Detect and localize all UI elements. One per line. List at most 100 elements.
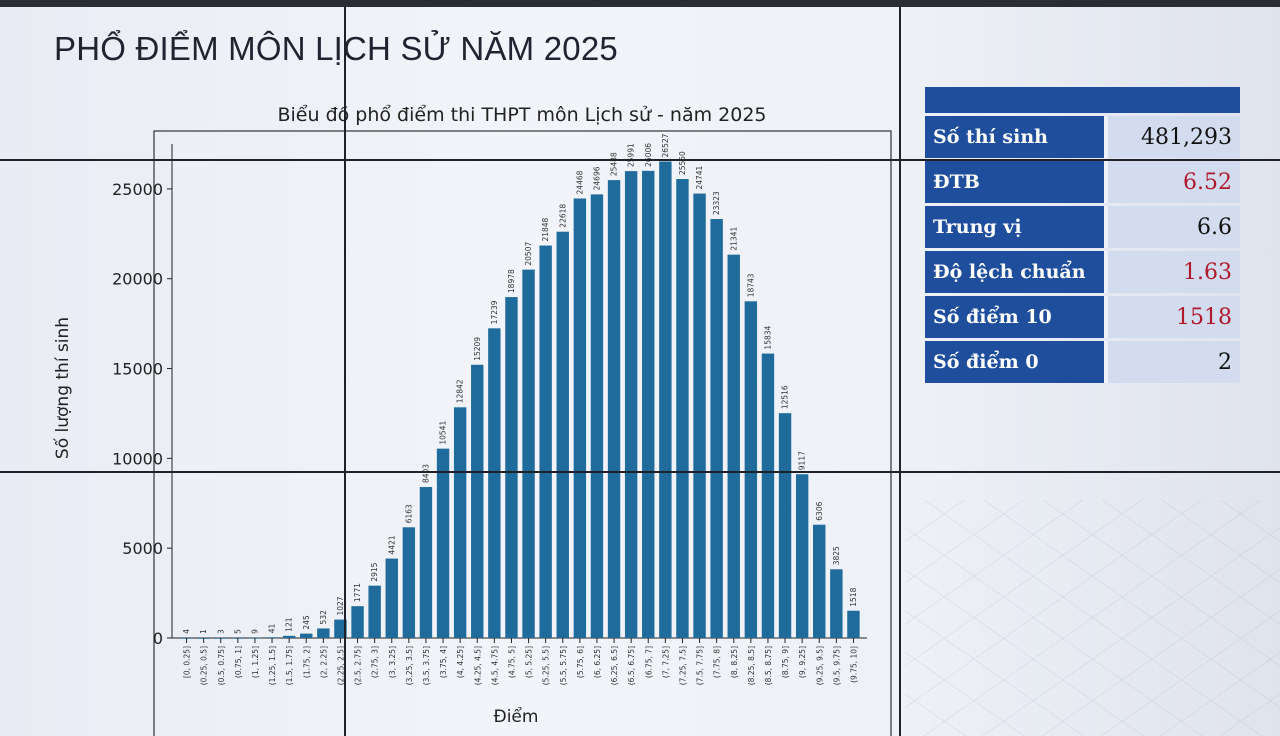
bar-value-label: 24468 [575,170,584,194]
bar-value-label: 10541 [439,421,448,445]
bar [419,487,433,638]
bar-value-label: 6306 [815,501,824,520]
x-tick-label: (2.25, 2.5] [336,646,345,685]
bar-value-label: 1027 [336,596,345,615]
header-cell-left [925,87,1108,113]
bar-value-label: 21341 [729,227,738,251]
x-tick-label: (1.75, 2] [302,646,311,678]
bar [727,254,740,638]
stat-row-average: ĐTB 6.52 [925,161,1240,203]
stat-value: 6.6 [1108,206,1240,248]
bar-value-label: 9 [250,629,259,634]
x-tick-label: (1, 1.25] [251,646,260,678]
x-tick-label: (2.5, 2.75] [354,646,363,685]
x-tick-label: (9, 9.25] [798,646,807,678]
stat-label: Số thí sinh [925,116,1108,158]
bar [282,635,296,638]
bar-value-label: 8403 [421,464,430,483]
bar-value-label: 5 [233,629,242,634]
bar-value-label: 22618 [558,204,567,228]
top-bezel [0,0,1280,7]
bar [830,569,843,638]
x-tick-label: (8.75, 9] [781,646,790,678]
bar-value-label: 3825 [832,546,841,565]
bar [488,328,501,638]
stat-label: Số điểm 0 [925,341,1108,383]
page-title: PHỔ ĐIỂM MÔN LỊCH SỬ NĂM 2025 [54,30,618,67]
bar [624,171,638,639]
bar-value-label: 3 [216,629,225,634]
screen-seam-vertical [344,7,346,736]
bar [761,353,775,638]
bar-value-label: 15209 [473,337,482,361]
bar [778,413,792,638]
bar-value-label: 2915 [370,562,379,581]
screen-seam-horizontal [0,159,1280,161]
bar [265,637,279,639]
x-tick-label: (4.75, 5] [507,646,516,678]
bar-value-label: 25991 [627,143,636,167]
stat-value: 2 [1108,341,1240,383]
bar [847,610,860,638]
x-tick-label: (6, 6.25] [593,646,602,678]
x-tick-label: (0.5, 0.75] [217,646,226,685]
bar-value-label: 9117 [798,451,807,470]
bar [471,364,484,638]
x-tick-label: (5.5, 5.75] [559,646,568,685]
bar-value-label: 532 [319,610,328,625]
statistics-table-header [925,87,1240,113]
stat-label: ĐTB [925,161,1108,203]
score-distribution-chart: Biểu đồ phổ điểm thi THPT môn Lịch sử - … [52,104,892,736]
header-cell-right [1108,87,1240,113]
x-tick-label: (0.75, 1] [234,646,243,678]
bar-value-label: 4 [182,629,191,634]
bar [368,585,381,638]
x-tick-label: (0.25, 0.5] [200,646,209,685]
y-tick-label: 5000 [122,539,163,558]
x-tick-label: (3, 3.25] [388,646,397,678]
x-tick-label: (5.75, 6] [576,646,585,678]
stat-value: 481,293 [1108,116,1240,158]
x-axis-label: Điểm [494,706,539,727]
bar [676,179,689,638]
bar-value-label: 25488 [610,152,619,176]
y-tick-label: 0 [153,629,163,648]
x-tick-label: (9.25, 9.5] [815,646,824,685]
x-tick-label: (6.5, 6.75] [627,646,636,685]
stat-value: 6.52 [1108,161,1240,203]
x-tick-label: (5.25, 5.5] [542,646,551,685]
bar [402,527,416,638]
bar [334,619,347,638]
x-tick-label: (7.5, 7.75] [696,646,705,685]
x-tick-label: (8.5, 8.75] [764,646,773,685]
x-tick-label: (3.25, 3.5] [405,646,414,685]
stat-label: Độ lệch chuẩn [925,251,1108,293]
y-tick-label: 10000 [112,449,163,468]
bar-value-label: 12516 [781,385,790,409]
bar [744,301,758,638]
bar-value-label: 6163 [404,504,413,523]
bar [607,180,621,639]
bar-value-label: 15834 [763,325,772,349]
stat-value: 1.63 [1108,251,1240,293]
x-tick-label: (2, 2.25] [319,646,328,678]
stat-label: Trung vị [925,206,1108,248]
bars-group [180,161,860,639]
bar-value-label: 21848 [541,217,550,241]
bar [590,194,604,638]
bar-value-label: 25550 [678,151,687,175]
stat-label: Số điểm 10 [925,296,1108,338]
bar [453,407,467,638]
bar [556,231,569,638]
x-tick-label: (4, 4.25] [456,646,465,678]
bar-value-label: 121 [285,617,294,632]
bar [795,474,809,638]
y-tick-label: 25000 [112,180,163,199]
x-tick-label: (2.75, 3] [371,646,380,678]
x-tick-label: (3.5, 3.75] [422,646,431,685]
x-tick-label: (1.25, 1.5] [268,646,277,685]
bar [539,245,552,639]
bar [659,161,672,638]
x-tick-label: (8, 8.25] [730,646,739,678]
bar [813,524,826,638]
